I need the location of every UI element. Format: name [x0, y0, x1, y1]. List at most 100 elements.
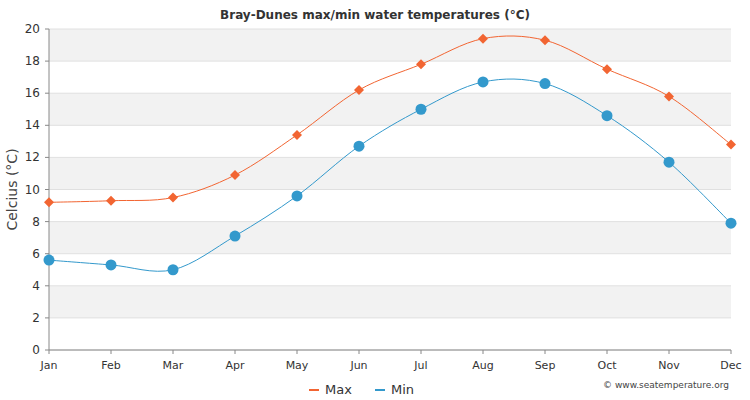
grid-line: [49, 93, 731, 94]
marker: [230, 231, 241, 242]
x-tick-label: Oct: [597, 359, 617, 372]
marker: [168, 193, 178, 203]
credit: © www.seatemperature.org: [603, 380, 729, 390]
x-tick-label: Apr: [225, 359, 245, 372]
y-tick-label: 14: [25, 118, 40, 132]
marker: [478, 34, 488, 44]
y-tick: [45, 221, 49, 222]
legend-label: Min: [391, 382, 414, 397]
y-tick: [45, 285, 49, 286]
marker: [168, 264, 179, 275]
marker: [292, 190, 303, 201]
grid-band: [49, 29, 731, 61]
y-tick-label: 2: [32, 311, 40, 325]
grid-band: [49, 93, 731, 125]
marker: [416, 59, 426, 69]
x-tick-label: Mar: [163, 359, 184, 372]
x-tick-label: May: [286, 359, 309, 372]
marker: [44, 197, 54, 207]
grid-line: [49, 285, 731, 286]
x-tick: [49, 350, 50, 354]
marker: [416, 104, 427, 115]
x-tick: [607, 350, 608, 354]
y-tick: [45, 157, 49, 158]
y-tick: [45, 253, 49, 254]
x-tick-label: Feb: [101, 359, 120, 372]
y-tick: [45, 350, 49, 351]
chart: 0 2 4 6 8 10 12 14 16 18 20 Jan Feb Mar Apr May Jun Jul Au…: [0, 0, 750, 400]
marker: [292, 130, 302, 140]
grid-line: [49, 189, 731, 190]
legend-label: Max: [325, 382, 352, 397]
legend-swatch: [309, 389, 319, 391]
grid-band: [49, 157, 731, 189]
series-line: [49, 36, 731, 202]
x-tick-label: Sep: [535, 359, 556, 372]
y-tick: [45, 29, 49, 30]
y-tick-label: 10: [25, 183, 40, 197]
grid-line: [49, 221, 731, 222]
y-tick-label: 0: [32, 343, 40, 357]
x-tick: [111, 350, 112, 354]
y-tick-label: 4: [32, 279, 40, 293]
marker: [230, 170, 240, 180]
grid-band: [49, 286, 731, 318]
x-axis: [49, 350, 731, 351]
marker: [540, 78, 551, 89]
marker: [602, 64, 612, 74]
plot-area: [44, 34, 737, 276]
grid-line: [49, 125, 731, 126]
x-tick: [669, 350, 670, 354]
y-tick: [45, 317, 49, 318]
y-tick-label: 18: [25, 54, 40, 68]
y-tick-label: 12: [25, 150, 40, 164]
y-tick-label: 16: [25, 86, 40, 100]
x-tick: [483, 350, 484, 354]
marker: [106, 259, 117, 270]
marker: [726, 218, 737, 229]
y-tick-label: 20: [25, 22, 40, 36]
grid: [49, 29, 731, 350]
grid-band: [49, 222, 731, 254]
marker: [602, 110, 613, 121]
marker: [106, 196, 116, 206]
x-tick: [173, 350, 174, 354]
grid-line: [49, 317, 731, 318]
x-tick: [731, 350, 732, 354]
x-tick: [545, 350, 546, 354]
x-tick-label: Aug: [472, 359, 493, 372]
marker: [540, 35, 550, 45]
legend: Max Min: [309, 382, 414, 397]
marker: [664, 91, 674, 101]
x-tick: [235, 350, 236, 354]
y-tick: [45, 61, 49, 62]
x-tick-label: Jun: [349, 359, 367, 372]
grid-line: [49, 29, 731, 30]
x-tick: [359, 350, 360, 354]
marker: [726, 140, 736, 150]
grid-line: [49, 350, 731, 351]
y-tick-label: 6: [32, 247, 40, 261]
x-tick: [297, 350, 298, 354]
grid-line: [49, 253, 731, 254]
marker: [354, 141, 365, 152]
title: Bray-Dunes max/min water temperatures (°…: [220, 8, 530, 22]
marker: [478, 76, 489, 87]
x-tick-label: Jan: [40, 359, 58, 372]
marker: [664, 157, 675, 168]
x-tick-label: Nov: [658, 359, 680, 372]
y-tick: [45, 125, 49, 126]
series-line: [49, 79, 731, 271]
marker: [354, 85, 364, 95]
grid-line: [49, 157, 731, 158]
y-tick: [45, 93, 49, 94]
y-axis-label: Celcius (°C): [4, 148, 20, 230]
y-tick-label: 8: [32, 215, 40, 229]
x-tick-label: Dec: [720, 359, 741, 372]
x-tick: [421, 350, 422, 354]
marker: [44, 255, 55, 266]
y-tick: [45, 189, 49, 190]
x-tick-label: Jul: [413, 359, 427, 372]
grid-line: [49, 61, 731, 62]
legend-swatch: [375, 389, 385, 391]
